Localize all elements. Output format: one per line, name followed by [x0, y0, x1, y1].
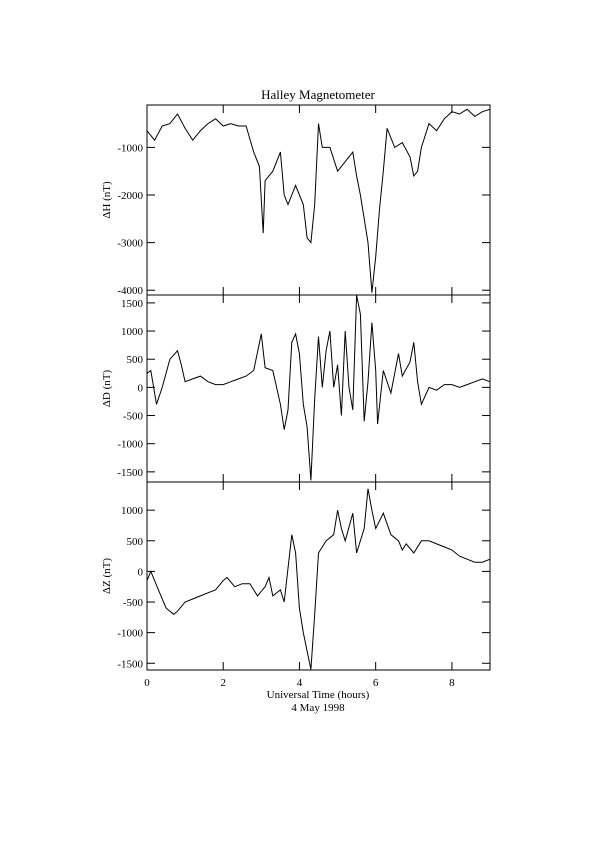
y-tick-label: 0: [138, 382, 144, 394]
y-axis-label: ΔZ (nT): [101, 558, 113, 594]
x-tick-label: 8: [449, 677, 455, 689]
y-axis-label: ΔH (nT): [101, 181, 113, 219]
y-axis-label: ΔD (nT): [101, 370, 113, 408]
date-label: 4 May 1998: [291, 702, 345, 714]
y-tick-label: -4000: [117, 285, 143, 297]
y-tick-label: -2000: [117, 190, 143, 202]
y-tick-label: -500: [123, 411, 144, 423]
y-tick-label: -1000: [117, 439, 143, 451]
chart-title: Halley Magnetometer: [261, 87, 375, 102]
y-tick-label: -1500: [117, 658, 143, 670]
x-axis-label: Universal Time (hours): [267, 689, 370, 701]
plot-frame: [146, 481, 491, 671]
data-line: [146, 294, 491, 481]
y-tick-label: 1500: [121, 298, 144, 310]
x-tick-label: 4: [297, 677, 303, 689]
data-line: [146, 488, 491, 670]
y-tick-label: -1000: [117, 628, 143, 640]
x-tick-label: 2: [220, 677, 226, 689]
y-tick-label: 500: [127, 354, 144, 366]
data-line: [146, 108, 491, 293]
y-tick-label: 1000: [121, 505, 144, 517]
x-tick-label: 6: [373, 677, 379, 689]
y-tick-label: -500: [123, 597, 144, 609]
y-tick-label: -1500: [117, 467, 143, 479]
y-tick-label: -3000: [117, 238, 143, 250]
y-tick-label: -1000: [117, 142, 143, 154]
y-tick-label: 500: [127, 536, 144, 548]
y-tick-label: 1000: [121, 326, 144, 338]
y-tick-label: 0: [138, 566, 144, 578]
x-tick-label: 0: [144, 677, 150, 689]
